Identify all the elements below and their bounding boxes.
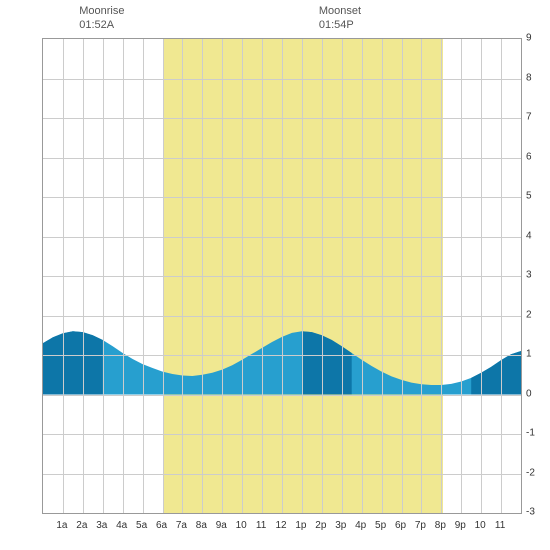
x-tick: 11 — [495, 520, 505, 531]
y-tick: -3 — [526, 507, 535, 518]
x-tick: 7a — [176, 520, 187, 531]
grid-h — [43, 79, 521, 80]
grid-h — [43, 237, 521, 238]
grid-h — [43, 197, 521, 198]
x-tick: 11 — [256, 520, 266, 531]
tide-fill-dark — [302, 331, 352, 394]
moonrise-label: Moonrise 01:52A — [79, 4, 124, 33]
y-tick: 4 — [526, 230, 532, 241]
y-tick: 1 — [526, 349, 532, 360]
grid-h — [43, 118, 521, 119]
plot-area — [42, 38, 522, 514]
y-tick: 2 — [526, 309, 532, 320]
x-tick: 4p — [355, 520, 366, 531]
tide-fill-dark — [471, 351, 521, 394]
grid-h — [43, 158, 521, 159]
x-tick: 1a — [56, 520, 67, 531]
tide-fill-dark — [43, 331, 103, 394]
x-tick: 6a — [156, 520, 167, 531]
x-tick: 10 — [475, 520, 486, 531]
x-tick: 3p — [335, 520, 346, 531]
x-tick: 3a — [96, 520, 107, 531]
x-tick: 6p — [395, 520, 406, 531]
x-tick: 5a — [136, 520, 147, 531]
y-tick: -2 — [526, 467, 535, 478]
x-tick: 8a — [196, 520, 207, 531]
x-tick: 10 — [236, 520, 247, 531]
y-tick: 5 — [526, 191, 532, 202]
grid-h — [43, 276, 521, 277]
y-tick: 6 — [526, 151, 532, 162]
x-tick: 9p — [455, 520, 466, 531]
x-tick: 5p — [375, 520, 386, 531]
moonrise-title: Moonrise — [79, 4, 124, 18]
grid-h — [43, 316, 521, 317]
y-tick: -1 — [526, 428, 535, 439]
grid-h — [43, 474, 521, 475]
x-tick: 4a — [116, 520, 127, 531]
moonrise-time: 01:52A — [79, 18, 124, 32]
grid-h — [43, 434, 521, 435]
y-tick: 7 — [526, 112, 532, 123]
y-tick: 9 — [526, 33, 532, 44]
x-tick: 7p — [415, 520, 426, 531]
x-tick: 8p — [435, 520, 446, 531]
grid-h — [43, 395, 521, 396]
y-tick: 3 — [526, 270, 532, 281]
moonset-time: 01:54P — [319, 18, 361, 32]
x-tick: 2p — [315, 520, 326, 531]
y-tick: 0 — [526, 388, 532, 399]
grid-h — [43, 355, 521, 356]
tide-chart: Moonrise 01:52A Moonset 01:54P 1a 2a 3a 4a 5… — [0, 0, 550, 550]
x-tick: 2a — [76, 520, 87, 531]
moonset-label: Moonset 01:54P — [319, 4, 361, 33]
moonset-title: Moonset — [319, 4, 361, 18]
x-tick: 9a — [216, 520, 227, 531]
x-tick: 12 — [275, 520, 286, 531]
y-tick: 8 — [526, 72, 532, 83]
x-tick: 1p — [295, 520, 306, 531]
